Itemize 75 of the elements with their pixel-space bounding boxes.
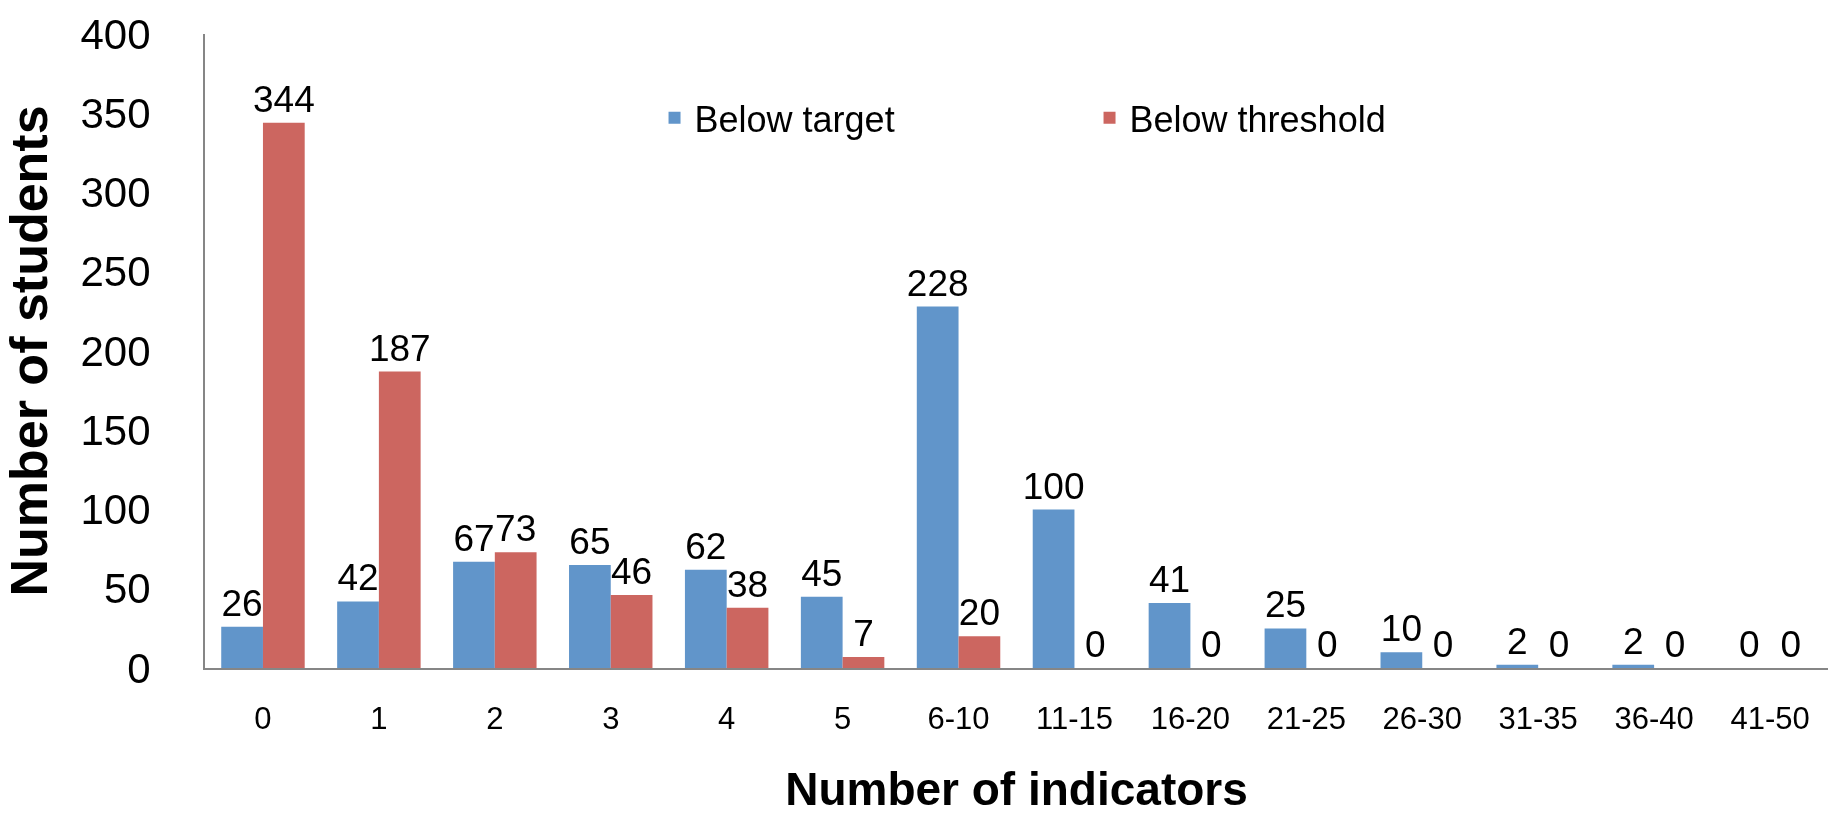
bar [610,595,653,668]
data-label: 0 [1316,624,1338,665]
x-tick-label: 36-40 [1614,701,1694,737]
data-label: 0 [1432,624,1454,665]
x-tick-label: 1 [370,701,388,737]
data-label: 41 [1148,559,1191,601]
data-label: 25 [1264,584,1307,626]
y-tick-label: 250 [80,248,151,296]
bar [1380,652,1423,668]
bar [916,306,959,668]
x-tick-label: 31-35 [1498,701,1578,737]
data-label: 65 [569,520,611,562]
bar [684,569,727,668]
data-label: 10 [1380,608,1422,650]
bar [726,607,769,668]
bar [958,636,1001,668]
data-label: 344 [252,78,315,120]
x-tick-label: 6-10 [927,701,990,737]
x-tick-label: 11-15 [1035,701,1113,737]
x-tick-label: 0 [254,701,272,737]
x-tick-label: 21-25 [1266,701,1346,737]
y-axis-title: Number of students [0,105,58,597]
bar [1032,509,1075,668]
data-label: 2 [1622,620,1644,662]
y-tick-label: 50 [103,565,151,613]
data-label: 0 [1664,624,1686,665]
data-label: 0 [1085,624,1106,665]
data-label: 228 [906,262,969,304]
bar [800,596,843,668]
data-label: 62 [685,525,727,567]
bar [1148,603,1191,668]
x-tick-label: 16-20 [1150,701,1231,737]
y-tick-label: 400 [80,10,151,58]
data-label: 42 [337,557,379,599]
y-tick-label: 150 [80,406,151,454]
x-tick-label: 4 [718,701,736,737]
bar [337,601,379,668]
bar [1612,664,1655,668]
x-tick-label: 3 [602,701,620,737]
data-label: 100 [1022,465,1085,507]
x-tick-label: 41-50 [1730,701,1810,737]
bar [221,626,263,668]
data-label: 26 [221,582,263,624]
y-tick-label: 0 [127,644,151,692]
y-tick-label: 350 [80,89,151,137]
bar [842,656,885,668]
bar [1264,628,1307,668]
data-label: 67 [453,517,495,559]
bar [378,371,421,668]
bar [1496,664,1539,668]
x-tick-label: 26-30 [1382,701,1462,737]
y-tick-label: 200 [80,327,151,375]
bar [453,561,495,668]
legend-label: Below target [694,98,895,140]
y-tick-label: 300 [80,169,151,217]
data-label: 38 [726,563,769,605]
y-tick-label: 100 [80,486,151,534]
data-label: 2 [1507,620,1528,662]
legend-label: Below threshold [1129,98,1386,140]
data-label: 45 [801,552,843,594]
data-label: 0 [1548,624,1570,665]
x-tick-label: 5 [833,701,852,737]
data-label: 0 [1200,624,1222,665]
data-label: 0 [1738,624,1760,665]
data-label: 187 [368,327,431,369]
data-label: 7 [853,612,874,654]
bar [569,564,611,668]
data-label: 20 [958,592,1000,634]
bar [262,122,305,668]
x-tick-label: 2 [486,701,504,737]
data-label: 46 [611,551,653,593]
data-label: 73 [495,508,537,550]
x-axis-title: Number of indicators [785,763,1248,815]
bar [494,552,537,668]
data-label: 0 [1780,624,1802,665]
